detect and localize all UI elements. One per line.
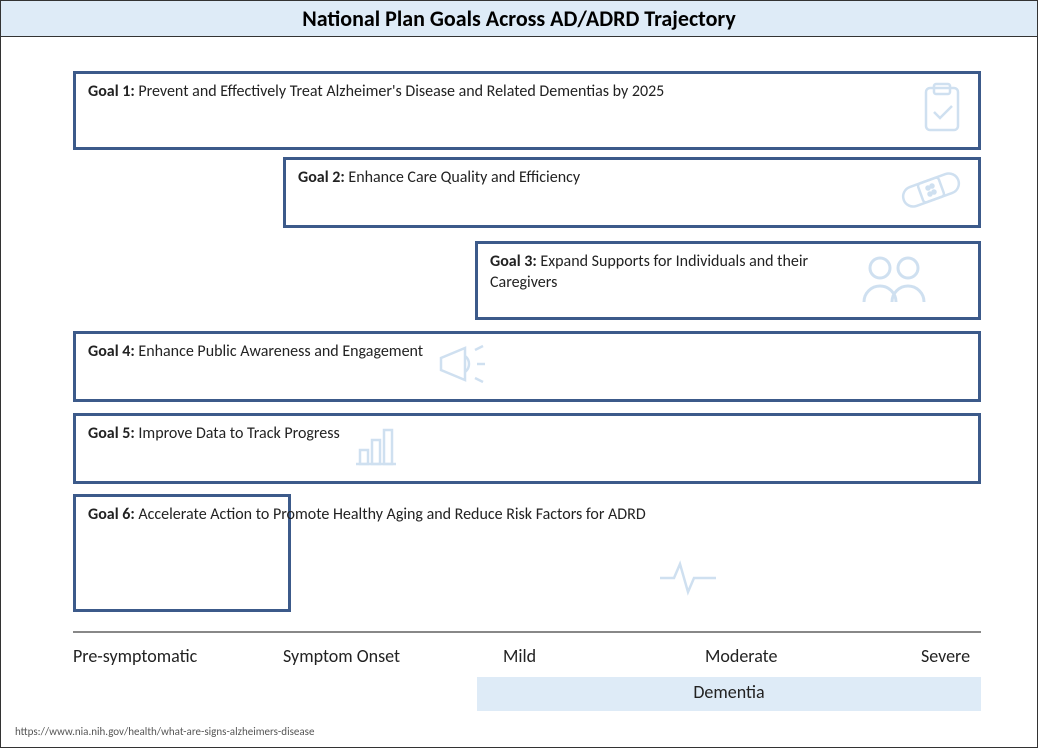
axis-label-4: Severe xyxy=(921,645,970,667)
goal-text: Goal 1: Prevent and Effectively Treat Al… xyxy=(88,82,910,103)
goal-text: Goal 2: Enhance Care Quality and Efficie… xyxy=(298,168,888,189)
goal-box-4: Goal 4: Enhance Public Awareness and Eng… xyxy=(73,331,981,402)
goal-text: Goal 6: Accelerate Action to Promote Hea… xyxy=(88,505,646,526)
dementia-band: Dementia xyxy=(477,677,981,711)
title-bar: National Plan Goals Across AD/ADRD Traje… xyxy=(1,1,1037,37)
goal-description: Prevent and Effectively Treat Alzheimer'… xyxy=(135,82,665,101)
goal-description: Improve Data to Track Progress xyxy=(135,424,340,443)
barchart-icon xyxy=(352,424,400,473)
goal-label: Goal 1: xyxy=(88,82,135,101)
page-title: National Plan Goals Across AD/ADRD Traje… xyxy=(1,5,1037,32)
clipboard-icon xyxy=(918,82,966,139)
goal-label: Goal 6: xyxy=(88,505,135,524)
goal-description: Enhance Care Quality and Efficiency xyxy=(345,168,580,187)
diagram-content: Goal 1: Prevent and Effectively Treat Al… xyxy=(1,37,1037,747)
goal-box-1: Goal 1: Prevent and Effectively Treat Al… xyxy=(73,71,981,150)
goal-label: Goal 5: xyxy=(88,424,135,443)
goal-label: Goal 2: xyxy=(298,168,345,187)
goal-box-2: Goal 2: Enhance Care Quality and Efficie… xyxy=(283,157,981,228)
axis-label-0: Pre-symptomatic xyxy=(73,645,197,667)
goal-text: Goal 3: Expand Supports for Individuals … xyxy=(490,252,850,294)
page: National Plan Goals Across AD/ADRD Traje… xyxy=(0,0,1038,748)
goal-box-3: Goal 3: Expand Supports for Individuals … xyxy=(475,241,981,320)
goal-label: Goal 4: xyxy=(88,342,135,361)
trajectory-axis-line xyxy=(73,631,981,633)
goal-description: Accelerate Action to Promote Healthy Agi… xyxy=(135,505,646,524)
pulse-icon xyxy=(658,560,718,601)
goal-description: Enhance Public Awareness and Engagement xyxy=(135,342,423,361)
goal-text: Goal 4: Enhance Public Awareness and Eng… xyxy=(88,342,423,363)
axis-label-1: Symptom Onset xyxy=(283,645,403,667)
goal-description: Expand Supports for Individuals and thei… xyxy=(490,252,808,292)
axis-label-2: Mild xyxy=(503,645,536,667)
megaphone-icon xyxy=(435,342,487,391)
source-citation: https://www.nia.nih.gov/health/what-are-… xyxy=(15,725,314,738)
goal-box-5: Goal 5: Improve Data to Track Progress xyxy=(73,413,981,484)
goal-box-6: Goal 6: Accelerate Action to Promote Hea… xyxy=(73,494,291,612)
goal-text: Goal 5: Improve Data to Track Progress xyxy=(88,424,340,445)
people-icon xyxy=(858,252,930,309)
bandage-icon xyxy=(896,168,966,217)
goal-label: Goal 3: xyxy=(490,252,537,271)
axis-label-3: Moderate xyxy=(705,645,777,667)
